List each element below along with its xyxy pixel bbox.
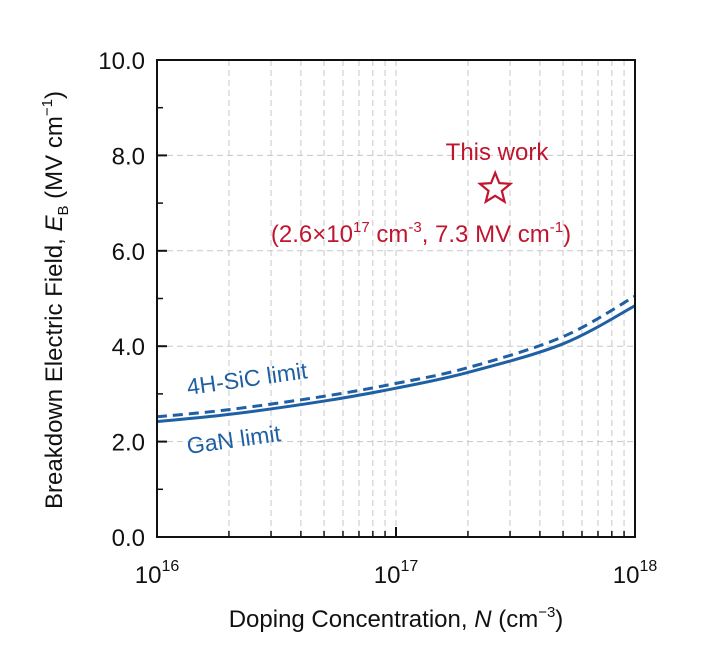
axis-ticks bbox=[156, 59, 636, 538]
series-group bbox=[156, 294, 636, 424]
y-axis-label: Breakdown Electric Field, EB (MV cm−1) bbox=[39, 91, 72, 509]
this-work-star-marker bbox=[477, 169, 514, 205]
x-tick-label: 1016 bbox=[135, 558, 180, 589]
series-line-4h-sic bbox=[156, 294, 636, 419]
y-tick-label: 2.0 bbox=[112, 430, 145, 457]
y-tick-label: 8.0 bbox=[112, 143, 145, 170]
tick-labels: 1016 1017 1018 0.0 2.0 4.0 6.0 8.0 10.0 bbox=[98, 48, 657, 589]
series-line-gan bbox=[156, 304, 636, 424]
this-work-value-label: (2.6×1017 cm-3, 7.3 MV cm-1) bbox=[271, 219, 571, 248]
y-tick-label: 10.0 bbox=[98, 48, 145, 75]
series-label-gan: GaN limit bbox=[185, 420, 283, 459]
x-tick-label: 1018 bbox=[613, 558, 658, 589]
grid bbox=[156, 59, 636, 538]
x-tick-label: 1017 bbox=[374, 558, 419, 589]
x-axis-label: Doping Concentration, N (cm−3) bbox=[229, 604, 564, 633]
y-tick-label: 4.0 bbox=[112, 334, 145, 361]
this-work-title: This work bbox=[446, 139, 550, 166]
y-tick-label: 6.0 bbox=[112, 239, 145, 266]
y-tick-label: 0.0 bbox=[112, 525, 145, 552]
series-label-4h-sic: 4H-SiC limit bbox=[185, 357, 309, 400]
this-work-annotation: This work (2.6×1017 cm-3, 7.3 MV cm-1) bbox=[271, 139, 571, 248]
